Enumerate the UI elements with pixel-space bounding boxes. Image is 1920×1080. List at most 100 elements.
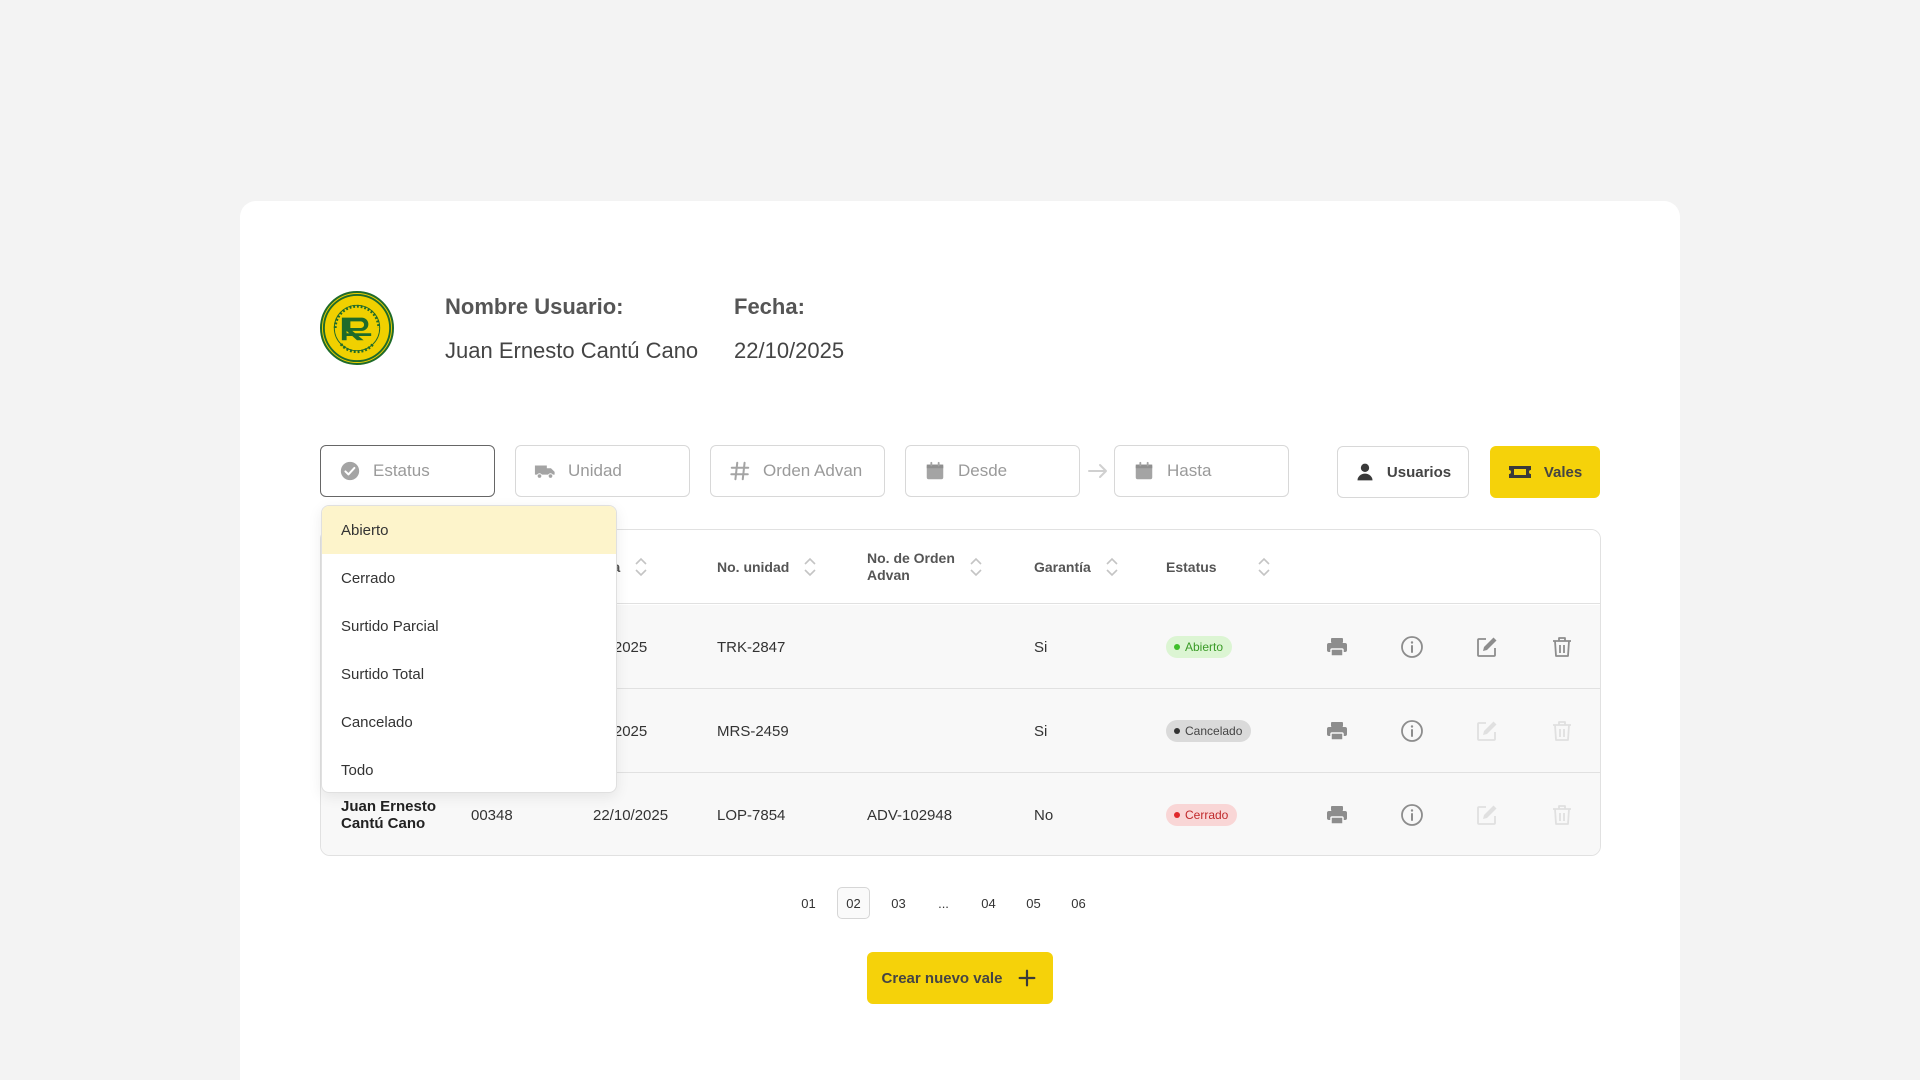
print-button[interactable] <box>1325 803 1349 827</box>
status-filter-placeholder: Estatus <box>373 461 430 480</box>
printer-icon <box>1327 638 1347 657</box>
garantia-cell: Si <box>1034 722 1048 740</box>
column-header-garantia-label: Garantía <box>1034 558 1091 575</box>
column-header-orden-line2: Advan <box>867 567 910 583</box>
logo-emblem-icon <box>322 293 392 363</box>
info-icon <box>1401 636 1423 658</box>
users-button-label: Usuarios <box>1386 463 1452 481</box>
plus-icon <box>1019 969 1036 987</box>
column-header-estatus[interactable]: Estatus <box>1166 530 1271 604</box>
pagination: 01 02 03 ... 04 05 06 <box>792 887 1107 919</box>
status-badge-label: Abierto <box>1185 640 1224 654</box>
unit-filter-placeholder: Unidad <box>568 461 622 480</box>
main-card: Nombre Usuario: Juan Ernesto Cantú Cano … <box>240 201 1680 1080</box>
create-vale-button[interactable]: Crear nuevo vale <box>867 952 1053 1004</box>
column-header-garantia[interactable]: Garantía <box>1034 530 1119 604</box>
column-header-orden[interactable]: No. de Orden Advan <box>867 530 983 604</box>
edit-button-disabled <box>1475 719 1499 743</box>
hash-icon <box>730 461 750 481</box>
user-icon <box>1357 463 1373 481</box>
page-button[interactable]: 05 <box>1026 895 1041 911</box>
date-to-filter[interactable]: Hasta <box>1114 445 1289 497</box>
status-option-todo[interactable]: Todo <box>341 761 374 779</box>
print-button[interactable] <box>1325 719 1349 743</box>
user-name-label: Nombre Usuario: <box>445 294 624 319</box>
edit-icon <box>1477 805 1497 825</box>
delete-button-disabled <box>1550 719 1574 743</box>
vales-button-label: Vales <box>1543 463 1583 481</box>
ticket-icon <box>1508 466 1531 478</box>
sort-icon <box>1258 557 1270 577</box>
page-button-current[interactable]: 02 <box>837 887 870 919</box>
garantia-cell: Si <box>1034 638 1048 656</box>
trash-icon <box>1553 805 1571 825</box>
status-badge: Cancelado <box>1166 720 1252 742</box>
vale-cell: 00348 <box>471 806 513 824</box>
status-option-surtido-parcial[interactable]: Surtido Parcial <box>341 617 439 635</box>
printer-icon <box>1327 806 1347 825</box>
unit-filter[interactable]: Unidad <box>515 445 690 497</box>
status-option-abierto[interactable]: Abierto <box>322 506 616 554</box>
status-badge-label: Cancelado <box>1185 724 1243 738</box>
order-filter-placeholder: Orden Advan <box>763 461 863 480</box>
delete-button[interactable] <box>1550 635 1574 659</box>
create-vale-button-label: Crear nuevo vale <box>881 969 1003 987</box>
print-button[interactable] <box>1325 635 1349 659</box>
order-filter[interactable]: Orden Advan <box>710 445 885 497</box>
edit-icon <box>1477 721 1497 741</box>
users-button[interactable]: Usuarios <box>1337 446 1469 498</box>
date-from-filter[interactable]: Desde <box>905 445 1080 497</box>
garantia-cell: No <box>1034 806 1054 824</box>
estatus-cell: Abierto <box>1166 605 1233 689</box>
status-option-cerrado[interactable]: Cerrado <box>341 569 396 587</box>
vales-table: ha No. unidad No. de Orden Advan Garantí… <box>320 529 1601 856</box>
date-value: 22/10/2025 <box>734 338 845 363</box>
status-badge: Abierto <box>1166 636 1233 658</box>
estatus-cell: Cerrado <box>1166 773 1238 855</box>
fecha-cell: 22/10/2025 <box>593 806 669 824</box>
info-icon <box>1401 720 1423 742</box>
status-badge-label: Cerrado <box>1185 808 1229 822</box>
date-label: Fecha: <box>734 294 805 319</box>
check-circle-icon <box>340 461 360 481</box>
page-button[interactable]: 04 <box>981 895 996 911</box>
company-logo <box>320 291 394 365</box>
user-cell-line1: Juan Ernesto <box>341 798 437 815</box>
unidad-cell: MRS-2459 <box>717 722 789 740</box>
unidad-cell: TRK-2847 <box>717 638 786 656</box>
info-button[interactable] <box>1400 719 1424 743</box>
date-to-placeholder: Hasta <box>1167 461 1212 480</box>
delete-button-disabled <box>1550 803 1574 827</box>
calendar-icon <box>926 461 944 480</box>
estatus-cell: Cancelado <box>1166 689 1252 773</box>
column-header-unidad[interactable]: No. unidad <box>717 530 817 604</box>
truck-icon <box>534 465 555 479</box>
user-cell-line2: Cantú Cano <box>341 815 426 832</box>
sort-icon <box>970 557 982 577</box>
status-option-surtido-total[interactable]: Surtido Total <box>341 665 425 683</box>
page-button[interactable]: 06 <box>1071 895 1086 911</box>
status-filter[interactable]: Estatus <box>320 445 495 497</box>
edit-icon <box>1477 637 1497 657</box>
column-header-orden-label: No. de Orden Advan <box>867 550 955 584</box>
page-ellipsis: ... <box>938 895 949 911</box>
page-button[interactable]: 03 <box>891 895 906 911</box>
date-from-placeholder: Desde <box>958 461 1008 480</box>
page-button[interactable]: 01 <box>801 895 816 911</box>
column-header-estatus-label: Estatus <box>1166 558 1217 575</box>
vales-button[interactable]: Vales <box>1490 446 1600 498</box>
sort-icon <box>635 557 647 577</box>
edit-button[interactable] <box>1475 635 1499 659</box>
info-button[interactable] <box>1400 635 1424 659</box>
trash-icon <box>1553 721 1571 741</box>
info-icon <box>1401 804 1423 826</box>
user-name-value: Juan Ernesto Cantú Cano <box>445 338 699 363</box>
status-dropdown-menu: Abierto Cerrado Surtido Parcial Surtido … <box>321 505 617 793</box>
orden-cell: ADV-102948 <box>867 806 953 824</box>
sort-icon <box>804 557 816 577</box>
column-header-orden-line1: No. de Orden <box>867 550 955 566</box>
info-button[interactable] <box>1400 803 1424 827</box>
sort-icon <box>1106 557 1118 577</box>
status-option-cancelado[interactable]: Cancelado <box>341 713 413 731</box>
printer-icon <box>1327 722 1347 741</box>
